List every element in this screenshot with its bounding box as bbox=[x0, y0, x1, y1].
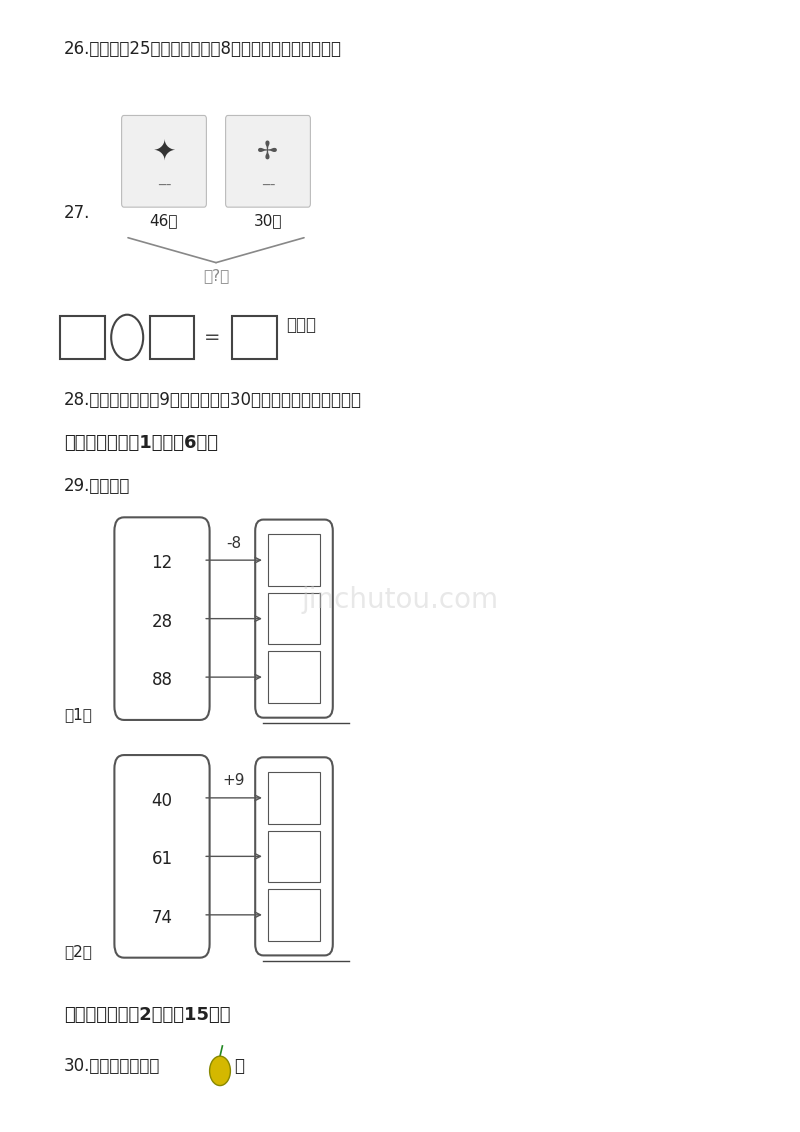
Text: ━━━: ━━━ bbox=[262, 182, 274, 188]
Text: 27.: 27. bbox=[64, 204, 90, 222]
Text: 40: 40 bbox=[151, 791, 173, 809]
Text: ━━━: ━━━ bbox=[158, 182, 170, 188]
Text: 74: 74 bbox=[151, 909, 173, 927]
FancyBboxPatch shape bbox=[226, 115, 310, 207]
Text: 六、综合题（共1题；共6分）: 六、综合题（共1题；共6分） bbox=[64, 434, 218, 452]
Text: 46只: 46只 bbox=[150, 213, 178, 228]
Text: jinchutou.com: jinchutou.com bbox=[302, 586, 498, 614]
Text: 29.看图填空: 29.看图填空 bbox=[64, 477, 130, 495]
Text: ✦: ✦ bbox=[152, 137, 176, 165]
FancyBboxPatch shape bbox=[255, 757, 333, 955]
FancyBboxPatch shape bbox=[114, 755, 210, 958]
Text: 30.兰兰摘了多少个: 30.兰兰摘了多少个 bbox=[64, 1057, 160, 1075]
Circle shape bbox=[111, 315, 143, 360]
Bar bbox=[232, 316, 277, 359]
Bar bbox=[268, 534, 320, 586]
Text: ✢: ✢ bbox=[258, 139, 278, 163]
Text: 88: 88 bbox=[151, 671, 173, 689]
Bar bbox=[268, 593, 320, 644]
FancyBboxPatch shape bbox=[255, 520, 333, 718]
Bar bbox=[150, 316, 194, 359]
Text: 共?只: 共?只 bbox=[203, 268, 229, 283]
Text: +9: +9 bbox=[222, 773, 246, 788]
Text: ？: ？ bbox=[234, 1057, 245, 1075]
Text: （1）: （1） bbox=[64, 706, 92, 722]
Bar bbox=[268, 889, 320, 941]
Text: -8: -8 bbox=[226, 535, 242, 550]
Text: =: = bbox=[204, 328, 220, 346]
Bar bbox=[268, 831, 320, 882]
Bar bbox=[268, 772, 320, 824]
Bar bbox=[60, 316, 105, 359]
Text: 七、应用题（共2题；共15分）: 七、应用题（共2题；共15分） bbox=[64, 1006, 230, 1024]
Text: （2）: （2） bbox=[64, 944, 92, 960]
Text: 61: 61 bbox=[151, 850, 173, 868]
Text: 28.小红和小明吃了9个苹果，还剩30个，一共有多少个苹果？: 28.小红和小明吃了9个苹果，还剩30个，一共有多少个苹果？ bbox=[64, 391, 362, 409]
Text: 26.小明要写25个字，已经写了8个，还要写几个才写完？: 26.小明要写25个字，已经写了8个，还要写几个才写完？ bbox=[64, 40, 342, 58]
Text: 28: 28 bbox=[151, 612, 173, 631]
FancyBboxPatch shape bbox=[122, 115, 206, 207]
FancyBboxPatch shape bbox=[114, 517, 210, 720]
Text: 30只: 30只 bbox=[254, 213, 282, 228]
Circle shape bbox=[210, 1056, 230, 1086]
Text: 12: 12 bbox=[151, 554, 173, 572]
Bar bbox=[268, 651, 320, 703]
Text: （只）: （只） bbox=[286, 316, 317, 334]
